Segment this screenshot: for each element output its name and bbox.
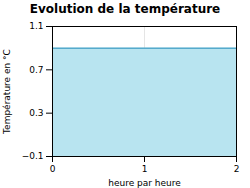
svg-text:−0.1: −0.1 bbox=[22, 151, 44, 161]
svg-text:0.7: 0.7 bbox=[29, 65, 43, 75]
svg-text:1.1: 1.1 bbox=[29, 21, 43, 31]
svg-text:0: 0 bbox=[50, 164, 56, 174]
svg-text:1: 1 bbox=[142, 164, 148, 174]
svg-text:Température en °C: Température en °C bbox=[2, 49, 12, 135]
svg-text:0.3: 0.3 bbox=[29, 108, 43, 118]
svg-text:heure par heure: heure par heure bbox=[108, 178, 181, 188]
html-text:Evolution de la température: Evolution de la température bbox=[29, 2, 221, 16]
svg-text:2: 2 bbox=[234, 164, 240, 174]
